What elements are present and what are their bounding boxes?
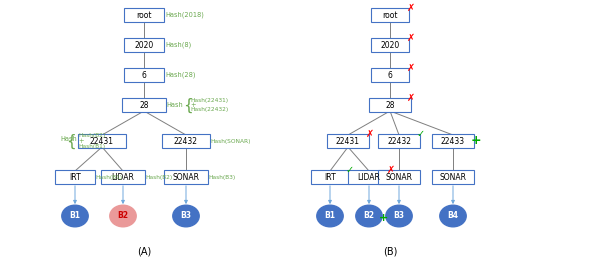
Text: LIDAR: LIDAR: [358, 172, 380, 182]
FancyBboxPatch shape: [101, 170, 145, 184]
Text: ✗: ✗: [407, 63, 415, 73]
Text: IRT: IRT: [69, 172, 81, 182]
Text: Hash(B1): Hash(B1): [78, 144, 105, 149]
FancyBboxPatch shape: [379, 170, 420, 184]
FancyBboxPatch shape: [379, 134, 420, 148]
Ellipse shape: [173, 205, 199, 227]
Ellipse shape: [356, 205, 382, 227]
Text: (B): (B): [383, 247, 397, 257]
Text: Hash(SONAR): Hash(SONAR): [211, 139, 251, 144]
Text: 22431: 22431: [336, 136, 360, 145]
Text: B2: B2: [118, 211, 128, 220]
Text: {: {: [184, 97, 193, 113]
Text: SONAR: SONAR: [386, 172, 413, 182]
FancyBboxPatch shape: [124, 8, 164, 22]
Text: root: root: [382, 11, 398, 20]
Text: ✓: ✓: [346, 165, 354, 175]
Text: Hash(28): Hash(28): [166, 72, 196, 78]
FancyBboxPatch shape: [164, 170, 208, 184]
Text: root: root: [136, 11, 152, 20]
Ellipse shape: [440, 205, 466, 227]
Ellipse shape: [317, 205, 343, 227]
Text: Hash(B3): Hash(B3): [209, 175, 236, 180]
FancyBboxPatch shape: [371, 38, 409, 52]
Text: +: +: [191, 102, 196, 108]
Text: 28: 28: [139, 101, 149, 110]
FancyBboxPatch shape: [311, 170, 349, 184]
FancyBboxPatch shape: [371, 8, 409, 22]
Text: Hash(B2): Hash(B2): [78, 133, 105, 138]
Text: ✗: ✗: [365, 129, 374, 139]
FancyBboxPatch shape: [55, 170, 95, 184]
FancyBboxPatch shape: [124, 38, 164, 52]
Text: ✗: ✗: [407, 34, 415, 43]
Text: ✗: ✗: [407, 93, 415, 103]
FancyBboxPatch shape: [77, 134, 126, 148]
Text: B2: B2: [364, 211, 374, 220]
Text: B3: B3: [394, 211, 404, 220]
Text: ✗: ✗: [386, 166, 395, 175]
Text: 22431: 22431: [90, 136, 114, 145]
Text: Hash(22432): Hash(22432): [191, 107, 229, 112]
Text: Hash: Hash: [167, 102, 184, 108]
FancyBboxPatch shape: [124, 68, 164, 82]
Text: Hash(B1): Hash(B1): [96, 175, 123, 180]
Text: 6: 6: [388, 70, 392, 79]
Text: Hash(2018): Hash(2018): [166, 12, 204, 18]
Text: 22433: 22433: [441, 136, 465, 145]
Text: B3: B3: [181, 211, 191, 220]
Ellipse shape: [386, 205, 412, 227]
Text: +: +: [379, 213, 389, 223]
Text: +: +: [470, 134, 481, 147]
Text: Hash(22431): Hash(22431): [191, 98, 229, 103]
Text: +: +: [78, 138, 83, 144]
FancyBboxPatch shape: [432, 134, 474, 148]
Ellipse shape: [110, 205, 136, 227]
FancyBboxPatch shape: [328, 134, 369, 148]
Text: SONAR: SONAR: [173, 172, 199, 182]
Text: SONAR: SONAR: [439, 172, 467, 182]
Text: B4: B4: [448, 211, 458, 220]
Text: ✗: ✗: [407, 3, 415, 13]
FancyBboxPatch shape: [432, 170, 474, 184]
FancyBboxPatch shape: [348, 170, 390, 184]
Text: Hash(8): Hash(8): [166, 42, 191, 48]
Text: {: {: [66, 133, 76, 149]
Text: B1: B1: [70, 211, 80, 220]
Text: 22432: 22432: [174, 136, 198, 145]
Text: Hash: Hash: [60, 136, 77, 142]
FancyBboxPatch shape: [371, 68, 409, 82]
Text: LIDAR: LIDAR: [112, 172, 134, 182]
FancyBboxPatch shape: [370, 98, 411, 112]
Text: B1: B1: [325, 211, 335, 220]
Text: (A): (A): [137, 247, 151, 257]
Text: Hash(B2): Hash(B2): [146, 175, 173, 180]
Text: 28: 28: [385, 101, 395, 110]
Text: 6: 6: [142, 70, 146, 79]
Text: 22432: 22432: [387, 136, 411, 145]
Ellipse shape: [62, 205, 88, 227]
FancyBboxPatch shape: [122, 98, 166, 112]
Text: IRT: IRT: [324, 172, 336, 182]
FancyBboxPatch shape: [162, 134, 211, 148]
Text: ✓: ✓: [416, 129, 425, 139]
Text: 2020: 2020: [380, 40, 400, 50]
Text: 2020: 2020: [134, 40, 154, 50]
